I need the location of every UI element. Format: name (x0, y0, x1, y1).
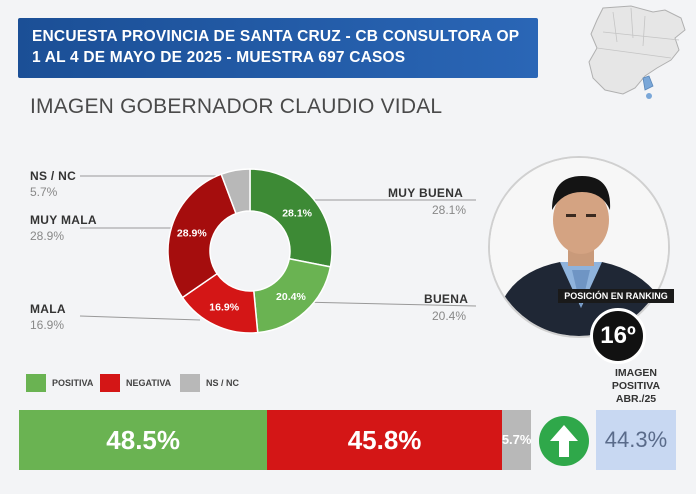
header-banner: ENCUESTA PROVINCIA DE SANTA CRUZ - CB CO… (18, 18, 538, 78)
value-mala: 16.9% (30, 318, 65, 332)
label-muy-buena: MUY BUENA (388, 186, 464, 200)
label-buena: BUENA (424, 292, 469, 306)
previous-value: 44.3% (596, 410, 676, 470)
chart-title: IMAGEN GOBERNADOR CLAUDIO VIDAL (30, 95, 443, 118)
label-nsnc: NS / NC (30, 169, 77, 183)
donut-label-muy-mala: 28.9% (177, 228, 207, 240)
header-line-1: ENCUESTA PROVINCIA DE SANTA CRUZ - CB CO… (32, 28, 520, 45)
bar-segment-nsnc: 5.7% (501, 410, 531, 470)
up-arrow-icon (538, 415, 590, 467)
label-mala: MALA (30, 302, 66, 316)
leader-line (79, 315, 201, 321)
donut-slice-muy-mala (167, 173, 237, 299)
header-line-2: 1 AL 4 DE MAYO DE 2025 - MUESTRA 697 CAS… (32, 49, 406, 66)
legend-nsnc: NS / NC (180, 374, 239, 392)
donut-slice-muy-buena (249, 168, 333, 268)
legend-positiva: POSITIVA (26, 374, 93, 392)
bar-segment-negativa: 45.8% (267, 410, 502, 470)
donut-slice-buena (252, 257, 332, 334)
legend-label-negativa: NEGATIVA (126, 378, 172, 388)
value-buena: 20.4% (432, 309, 467, 323)
donut-slice-mala (181, 272, 259, 334)
stacked-bar: 48.5% 45.8% 5.7% (19, 410, 531, 470)
previous-label: IMAGEN POSITIVA ABR./25 (611, 367, 661, 405)
legend-swatch-nsnc (180, 374, 200, 392)
bar-segment-positiva: 48.5% (19, 410, 268, 470)
argentina-map-icon (588, 5, 686, 99)
donut-label-buena: 20.4% (276, 291, 306, 303)
governor-photo (488, 156, 670, 338)
legend-label-positiva: POSITIVA (52, 378, 94, 388)
legend-negativa: NEGATIVA (100, 374, 171, 392)
value-muy-buena: 28.1% (432, 203, 467, 217)
value-nsnc: 5.7% (30, 185, 58, 199)
legend-label-nsnc: NS / NC (206, 378, 240, 388)
ranking-label: POSICIÓN EN RANKING (558, 289, 674, 303)
legend-swatch-negativa (100, 374, 120, 392)
ranking-badge: 16º (590, 308, 646, 364)
label-muy-mala: MUY MALA (30, 213, 97, 227)
donut-slice-nsnc (220, 168, 251, 215)
value-muy-mala: 28.9% (30, 229, 65, 243)
donut-label-muy-buena: 28.1% (282, 207, 312, 219)
legend-swatch-positiva (26, 374, 46, 392)
donut-label-mala: 16.9% (209, 301, 239, 313)
